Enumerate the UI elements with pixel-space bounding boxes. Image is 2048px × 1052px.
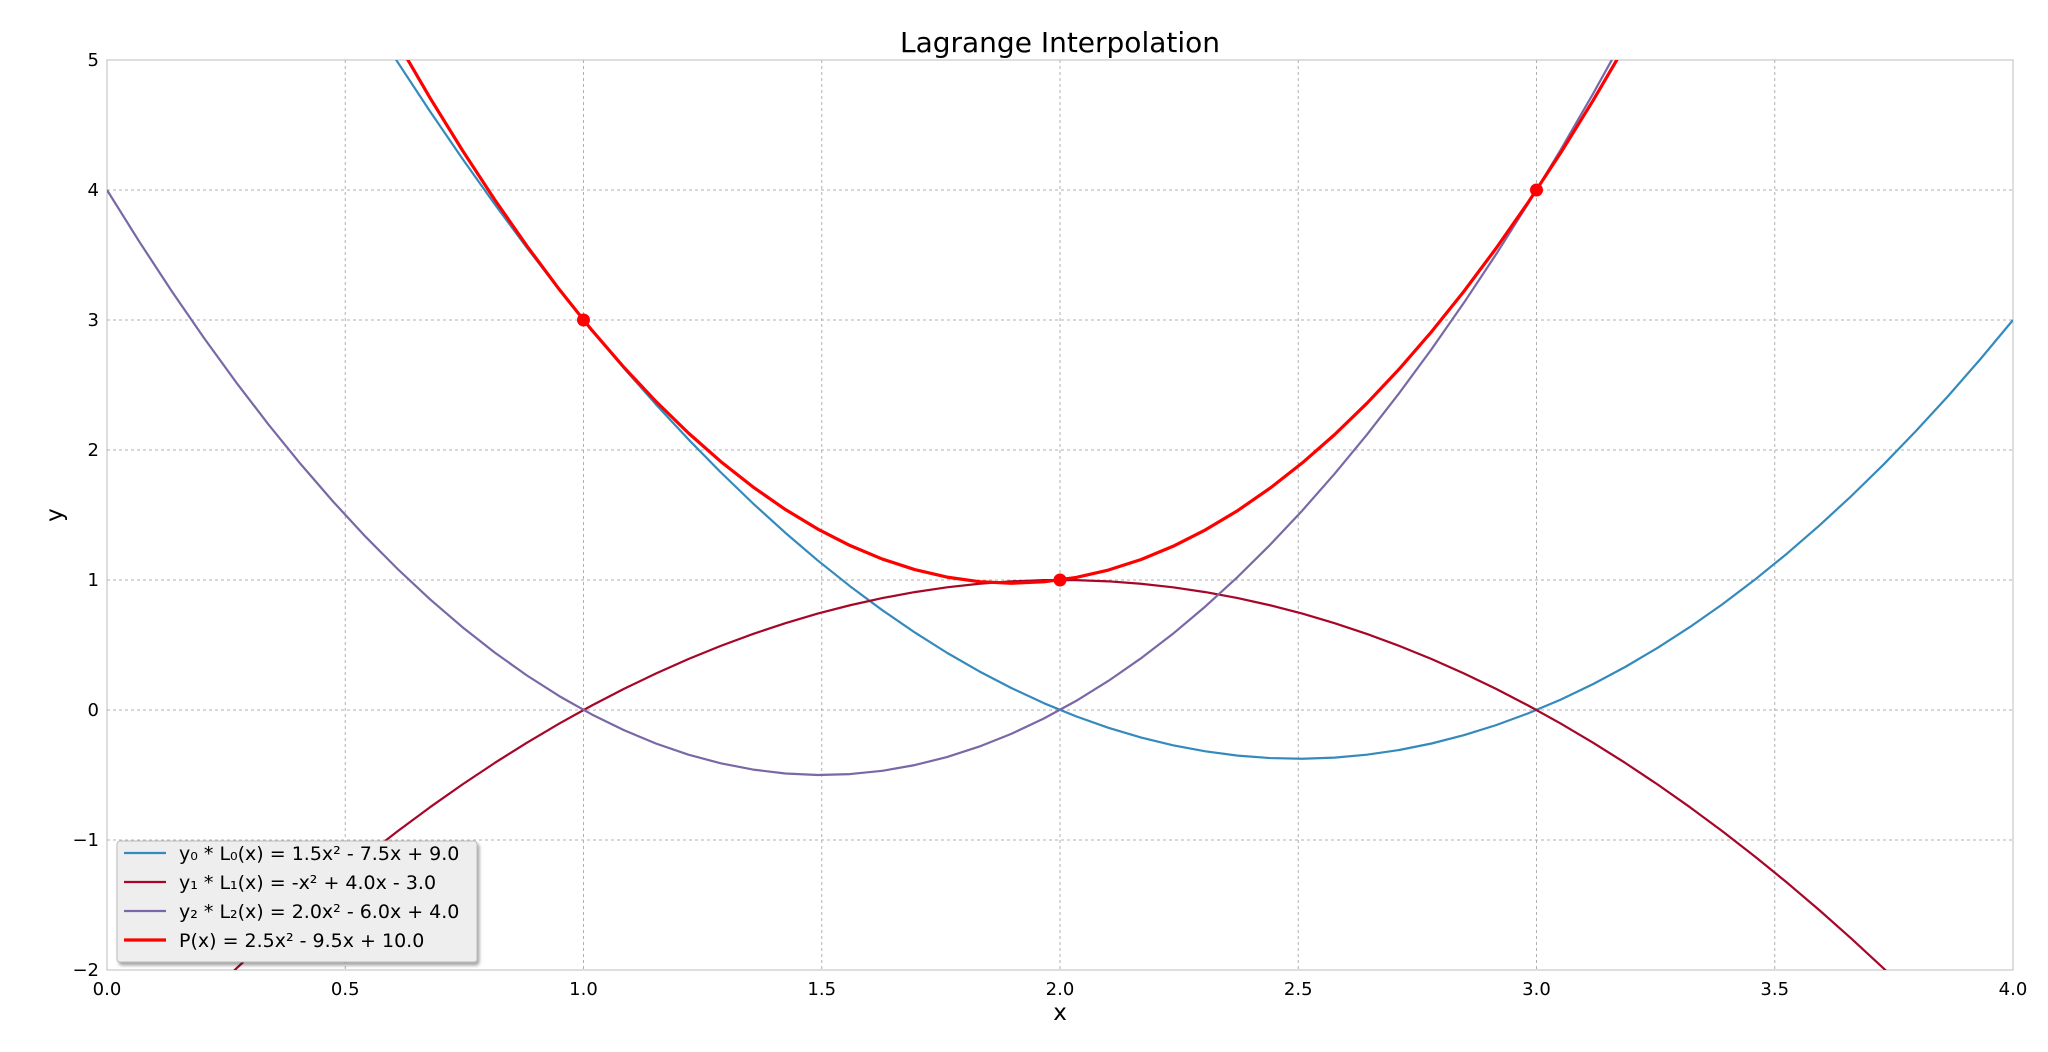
x-tick-label: 1.5 [807,979,836,1000]
series-line-4 [406,60,1619,585]
y-tick-label: 4 [88,180,99,201]
data-point [1530,183,1543,197]
x-tick-label: 3.5 [1760,979,1789,1000]
plot-frame [106,59,2014,971]
y-tick-label: 0 [88,700,99,721]
data-points [577,183,1543,587]
y-tick-labels: 5 4 3 2 1 0 −1 −2 [72,50,99,981]
x-tick-label: 4.0 [1999,979,2028,1000]
legend: y₀ * L₀(x) = 1.5x² - 7.5x + 9.0 y₁ * L₁(x… [116,840,478,963]
x-tick-label: 0.5 [331,979,360,1000]
y-tick-label: −1 [72,830,99,851]
data-point [577,313,590,327]
y-tick-label: 2 [88,440,99,461]
y-tick-label: 5 [88,50,99,71]
x-tick-label: 3.0 [1522,979,1551,1000]
y-tick-label: 3 [88,310,99,331]
legend-box [116,840,478,963]
data-point [1053,573,1067,587]
x-tick-labels: 0.0 0.5 1.0 1.5 2.0 2.5 3.0 3.5 4.0 [93,979,2028,1000]
legend-label: P(x) = 2.5x² - 9.5x + 10.0 [179,930,424,952]
legend-label: y₁ * L₁(x) = -x² + 4.0x - 3.0 [179,872,436,894]
x-tick-label: 0.0 [93,979,122,1000]
y-tick-label: 1 [88,570,99,591]
legend-label: y₀ * L₀(x) = 1.5x² - 7.5x + 9.0 [179,843,459,865]
x-tick-label: 2.0 [1046,979,1075,1000]
x-tick-label: 2.5 [1284,979,1313,1000]
series-line-3 [107,60,1614,777]
y-axis-label: y [42,508,68,522]
legend-label: y₂ * L₂(x) = 2.0x² - 6.0x + 4.0 [179,901,459,923]
y-tick-label: −2 [72,960,99,981]
x-axis-label: x [1053,1000,1067,1026]
x-tick-label: 1.0 [569,979,598,1000]
chart-title: Lagrange Interpolation [900,26,1220,59]
